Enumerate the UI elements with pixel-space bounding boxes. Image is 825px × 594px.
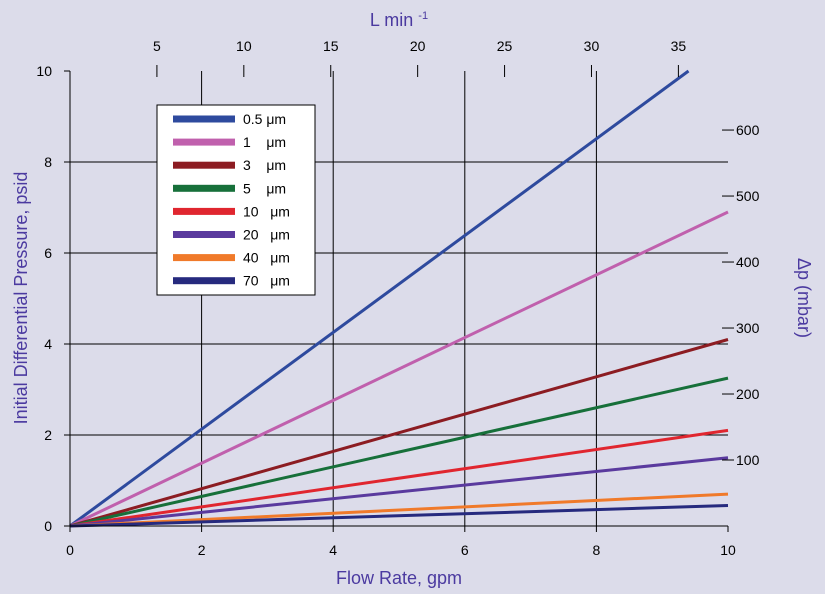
legend-box: [156, 104, 316, 296]
legend-swatch: [173, 231, 235, 238]
legend-swatch: [173, 161, 235, 169]
top-axis-title-sup: -1: [418, 10, 428, 22]
legend-label: 70 μm: [243, 273, 290, 289]
y-right-tick-label: 100: [736, 452, 760, 468]
legend-swatch: [173, 138, 235, 146]
x-tick-label: 8: [593, 542, 601, 558]
x-top-tick-label: 20: [410, 38, 426, 54]
y-axis-title: Initial Differential Pressure, psid: [11, 172, 31, 425]
series-line: [69, 456, 729, 528]
x-top-tick-label: 35: [671, 38, 687, 54]
legend-label: 10 μm: [243, 203, 290, 219]
x-top-tick-label: 10: [236, 38, 252, 54]
y-right-tick-label: 600: [736, 122, 760, 138]
y-tick-label: 4: [44, 336, 52, 352]
y-tick-label: 2: [44, 427, 52, 443]
legend-label: 1 μm: [243, 134, 286, 150]
y-tick-label: 0: [44, 518, 52, 534]
x-axis-title: Flow Rate, gpm: [336, 568, 462, 588]
legend-swatch: [173, 254, 235, 262]
x-tick-label: 10: [720, 542, 736, 558]
axes: [69, 71, 728, 527]
top-axis-title: L min -1: [370, 10, 428, 30]
series-line: [69, 338, 729, 528]
legend-label: 20 μm: [243, 227, 290, 243]
y-right-tick-label: 500: [736, 188, 760, 204]
legend-swatch: [173, 277, 235, 285]
right-axis-title: Δp (mbar): [794, 258, 814, 338]
x-tick-label: 2: [198, 542, 206, 558]
series-line: [69, 376, 729, 528]
series-line: [69, 428, 729, 528]
series-line: [69, 210, 729, 528]
x-tick-label: 6: [461, 542, 469, 558]
legend-swatch: [173, 115, 235, 123]
x-tick-label: 0: [66, 542, 74, 558]
y-right-tick-label: 200: [736, 386, 760, 402]
x-top-tick-label: 5: [153, 38, 161, 54]
y-right-tick-label: 300: [736, 320, 760, 336]
legend-label: 3 μm: [243, 157, 286, 173]
series-line: [69, 69, 690, 528]
x-tick-label: 4: [329, 542, 337, 558]
top-axis-title-text: L min: [370, 10, 413, 30]
y-tick-label: 10: [36, 63, 52, 79]
legend-label: 5 μm: [243, 180, 286, 196]
series-line: [69, 492, 729, 528]
x-top-tick-label: 30: [584, 38, 600, 54]
series-lines: [69, 69, 729, 528]
x-top-tick-label: 15: [323, 38, 339, 54]
y-right-tick-label: 400: [736, 254, 760, 270]
series-line: [69, 504, 729, 528]
y-tick-label: 8: [44, 154, 52, 170]
legend-swatch: [173, 207, 235, 215]
legend: 0.5 μm 1 μm 3 μm 5 μm 10 μm 20 μm 40 μm 70 μm: [156, 104, 316, 296]
y-tick-label: 6: [44, 245, 52, 261]
legend-label: 40 μm: [243, 250, 290, 266]
legend-label: 0.5 μm: [243, 111, 286, 127]
legend-swatch: [173, 184, 235, 192]
x-top-tick-label: 25: [497, 38, 513, 54]
